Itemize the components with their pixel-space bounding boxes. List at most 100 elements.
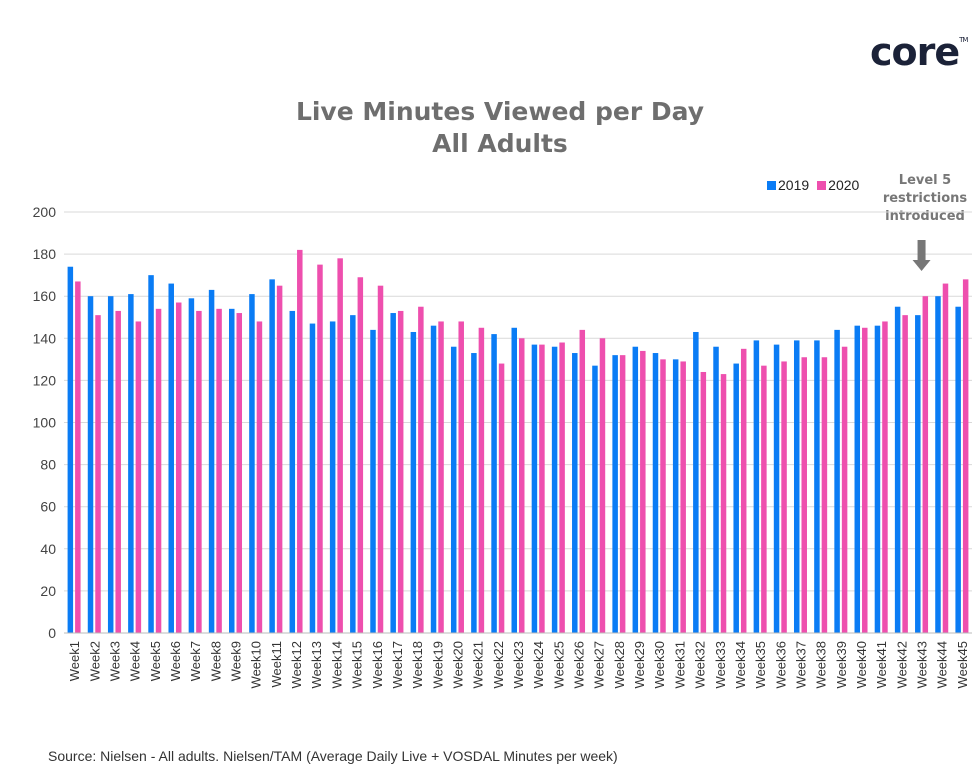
bar-2019 [733, 363, 739, 633]
bar-2020 [922, 296, 929, 633]
y-tick-label: 0 [48, 625, 56, 641]
bar-2020 [297, 249, 303, 633]
bar-2020 [135, 321, 142, 633]
bar-2019 [430, 325, 437, 633]
bar-2019 [249, 294, 255, 633]
bar-2020 [539, 344, 545, 633]
x-tick-label: Week31 [672, 641, 687, 688]
x-tick-label: Week43 [915, 641, 930, 688]
legend-item-2020: 2020 [817, 177, 859, 193]
bar-2020 [962, 279, 969, 633]
bar-2019 [814, 340, 820, 633]
bar-2019 [329, 321, 336, 633]
x-tick-label: Week3 [107, 641, 122, 681]
bar-2020 [256, 321, 263, 633]
x-tick-label: Week19 [430, 641, 445, 688]
bar-2020 [357, 277, 364, 633]
bar-2020 [740, 348, 747, 633]
x-tick-label: Week13 [309, 641, 324, 688]
bar-2020 [559, 342, 565, 633]
bar-2020 [236, 313, 243, 633]
bar-2019 [491, 334, 497, 633]
x-tick-label: Week30 [652, 641, 667, 688]
x-tick-label: Week26 [572, 641, 587, 688]
bar-2020 [821, 357, 828, 633]
bar-2020 [781, 361, 787, 633]
x-tick-label: Week39 [834, 641, 849, 688]
bar-2020 [761, 365, 767, 633]
y-tick-label: 40 [40, 541, 56, 557]
bar-2019 [269, 279, 275, 633]
y-tick-label: 140 [33, 330, 57, 346]
x-tick-label: Week21 [471, 641, 486, 688]
bar-2020 [660, 359, 666, 633]
bar-2019 [894, 306, 901, 633]
bar-2019 [370, 329, 376, 633]
bar-2019 [874, 325, 881, 633]
x-tick-label: Week37 [793, 641, 808, 688]
x-tick-label: Week29 [632, 641, 647, 688]
bar-2019 [834, 329, 840, 633]
bar-2020 [862, 327, 868, 633]
bar-2020 [418, 306, 424, 633]
bar-2019 [652, 353, 659, 633]
y-tick-label: 200 [33, 204, 57, 220]
bar-2019 [955, 306, 961, 633]
bar-2020 [276, 285, 283, 633]
y-tick-label: 180 [33, 246, 57, 262]
bar-2020 [902, 315, 908, 633]
bar-2019 [713, 346, 719, 633]
x-tick-label: Week41 [874, 641, 889, 688]
x-tick-label: Week36 [773, 641, 788, 688]
bar-2020 [175, 302, 182, 633]
bar-2019 [632, 346, 639, 633]
bar-2020 [317, 264, 323, 633]
bar-2019 [753, 340, 760, 633]
bar-2020 [438, 321, 444, 633]
x-tick-label: Week34 [733, 641, 748, 688]
bar-2019 [208, 289, 215, 633]
x-tick-label: Week10 [249, 641, 264, 688]
bar-2019 [471, 353, 477, 633]
bar-2020 [397, 310, 404, 633]
bar-2019 [572, 353, 578, 633]
bar-2020 [115, 310, 121, 633]
x-tick-label: Week33 [713, 641, 728, 688]
x-tick-label: Week20 [450, 641, 465, 688]
bar-2020 [337, 258, 343, 633]
x-tick-label: Week35 [753, 641, 768, 688]
bar-2020 [155, 308, 162, 633]
bar-2019 [148, 275, 154, 633]
x-tick-label: Week27 [592, 641, 607, 688]
x-tick-label: Week32 [693, 641, 708, 688]
x-tick-label: Week14 [329, 641, 344, 688]
x-tick-label: Week18 [410, 641, 425, 688]
bar-2019 [128, 294, 134, 633]
annotation-arrow-icon [912, 240, 931, 271]
bar-2019 [592, 365, 598, 633]
bar-2019 [67, 266, 74, 633]
bar-2019 [289, 310, 296, 633]
y-tick-label: 80 [40, 457, 56, 473]
x-tick-label: Week12 [289, 641, 304, 688]
bar-2019 [693, 331, 699, 633]
bar-2020 [801, 357, 807, 633]
bar-2020 [458, 321, 464, 633]
source-note: Source: Nielsen - All adults. Nielsen/TA… [48, 748, 618, 764]
x-tick-label: Week42 [894, 641, 909, 688]
annotation-text: Level 5 restrictions introduced [882, 173, 968, 224]
x-tick-label: Week45 [955, 641, 970, 688]
bar-2020 [599, 338, 606, 633]
bar-2020 [942, 283, 949, 633]
bar-2019 [915, 315, 921, 633]
bar-2020 [216, 308, 222, 633]
legend-swatch-2019 [767, 181, 776, 190]
x-tick-label: Week7 [188, 641, 203, 681]
bar-2019 [350, 315, 356, 633]
chart-subtitle: All Adults [432, 129, 568, 158]
x-tick-label: Week40 [854, 641, 869, 688]
bar-2020 [640, 350, 646, 633]
x-tick-label: Week28 [612, 641, 627, 688]
bar-2019 [410, 331, 417, 633]
bar-2019 [168, 283, 174, 633]
